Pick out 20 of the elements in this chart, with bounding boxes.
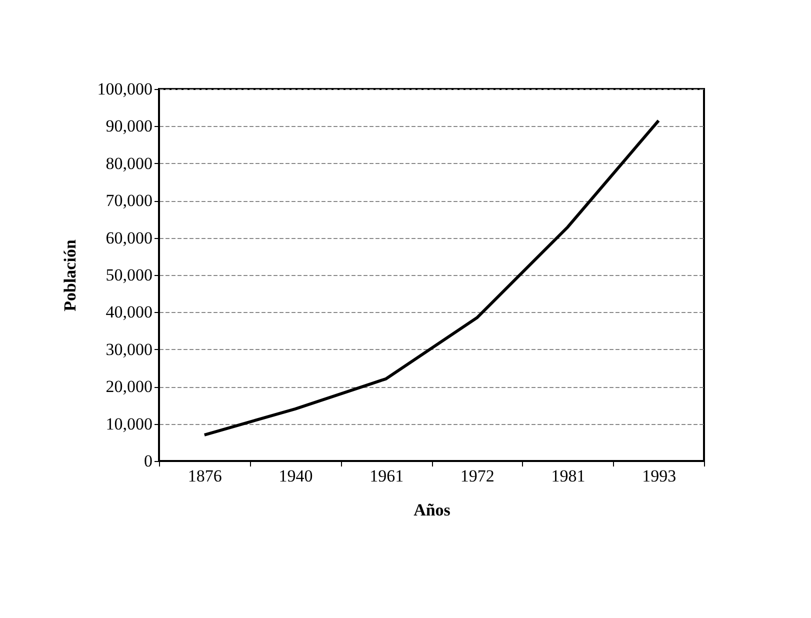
line-series <box>202 119 660 436</box>
x-axis-title: Años <box>414 500 451 520</box>
y-tick-label: 20,000 <box>106 377 152 396</box>
x-tick-label: 1972 <box>460 466 494 486</box>
y-tick-label: 10,000 <box>106 414 152 434</box>
y-tick-label: 80,000 <box>106 154 152 173</box>
y-tick-label: 50,000 <box>106 266 152 284</box>
y-tick-label: 100,000 <box>97 80 152 98</box>
y-tick-label: 30,000 <box>106 340 152 359</box>
x-tick-label: 1981 <box>551 466 586 486</box>
y-tick-label: 70,000 <box>106 191 152 210</box>
y-tick-label: 60,000 <box>106 228 152 248</box>
x-tick-label: 1940 <box>278 466 313 486</box>
y-tick-label: 40,000 <box>106 302 152 322</box>
x-tick-label: 1961 <box>370 466 404 486</box>
y-tick-label: 90,000 <box>106 116 152 136</box>
x-tick-label: 1876 <box>188 466 222 486</box>
y-tick-label: 0 <box>144 452 152 470</box>
y-axis-title: Población <box>60 239 80 312</box>
x-tick-label: 1993 <box>642 466 676 486</box>
